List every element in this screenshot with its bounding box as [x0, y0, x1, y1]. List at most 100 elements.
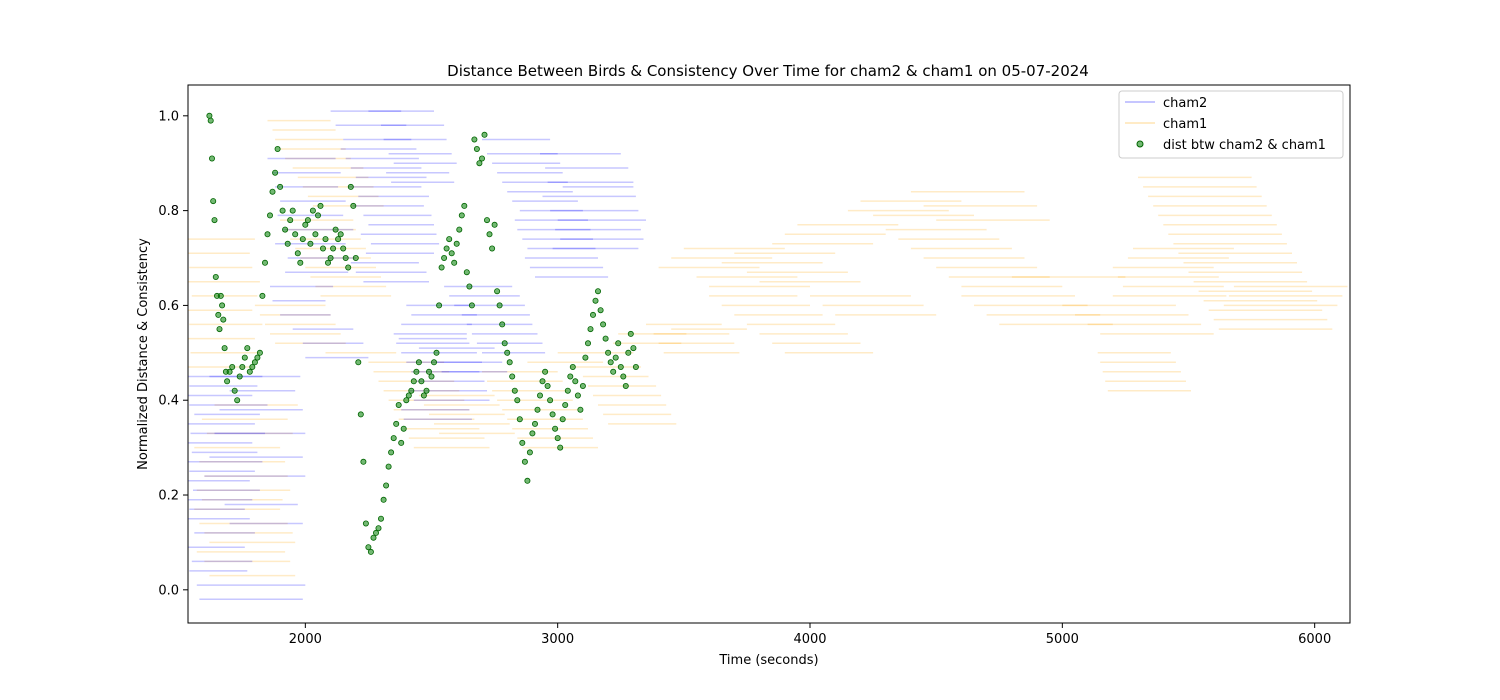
dist-point [261, 259, 268, 266]
dist-point [428, 373, 435, 380]
dist-point [610, 368, 617, 375]
dist-point [335, 236, 342, 243]
dist-point [554, 435, 561, 442]
dist-point [577, 406, 584, 413]
dist-point [436, 302, 443, 309]
series-cham2 [188, 110, 646, 601]
dist-point [562, 401, 569, 408]
dist-point [511, 387, 518, 394]
y-tick-label: 0.6 [158, 299, 179, 314]
dist-point [403, 397, 410, 404]
dist-point [220, 316, 227, 323]
dist-point [304, 217, 311, 224]
y-tick-label: 1.0 [158, 109, 179, 124]
y-tick-label: 0.0 [158, 583, 179, 598]
dist-point [246, 368, 253, 375]
dist-point [309, 207, 316, 214]
dist-point [625, 349, 632, 356]
dist-point [622, 382, 629, 389]
dist-point [272, 169, 279, 176]
dist-point [494, 288, 501, 295]
dist-point [317, 202, 324, 209]
dist-point [327, 254, 334, 261]
dist-point [587, 326, 594, 333]
dist-point [597, 307, 604, 314]
dist-point [602, 335, 609, 342]
dist-point [572, 378, 579, 385]
dist-point [352, 254, 359, 261]
dist-point [279, 207, 286, 214]
dist-point [415, 359, 422, 366]
dist-point [256, 349, 263, 356]
dist-point [456, 226, 463, 233]
x-axis: 2000 3000 4000 5000 6000 [289, 623, 1331, 647]
dist-point [516, 416, 523, 423]
dist-point [408, 387, 415, 394]
dist-point [473, 145, 480, 152]
dist-point [491, 221, 498, 228]
dist-point [539, 378, 546, 385]
dist-point [370, 534, 377, 541]
dist-point [226, 368, 233, 375]
dist-point [234, 397, 241, 404]
dist-point [297, 259, 304, 266]
dist-point [350, 202, 357, 209]
dist-point [307, 240, 314, 247]
dist-point [390, 435, 397, 442]
dist-point [377, 515, 384, 522]
dist-point [229, 363, 236, 370]
y-tick-label: 0.2 [158, 489, 179, 504]
y-tick-label: 0.4 [158, 394, 179, 409]
y-axis: 0.0 0.2 0.4 0.6 0.8 1.0 [158, 109, 188, 598]
dist-point [466, 283, 473, 290]
dist-point [332, 226, 339, 233]
dist-point [443, 245, 450, 252]
dist-point [547, 397, 554, 404]
series-cham1 [188, 119, 1348, 577]
dist-point [224, 378, 231, 385]
dist-point [569, 363, 576, 370]
x-tick-label: 5000 [1046, 632, 1079, 647]
dist-point [489, 245, 496, 252]
dist-point [544, 382, 551, 389]
dist-point [526, 449, 533, 456]
dist-point [259, 292, 266, 299]
dist-point [277, 183, 284, 190]
dist-point [451, 259, 458, 266]
dist-point [393, 420, 400, 427]
x-tick-label: 4000 [793, 632, 826, 647]
dist-point [405, 392, 412, 399]
dist-point [251, 359, 258, 366]
dist-point [592, 297, 599, 304]
dist-point [383, 482, 390, 489]
dist-point [266, 212, 273, 219]
dist-point [206, 112, 213, 119]
dist-point [231, 387, 238, 394]
dist-point [239, 363, 246, 370]
dist-point [567, 373, 574, 380]
dist-point [337, 231, 344, 238]
dist-point [483, 217, 490, 224]
dist-point [400, 425, 407, 432]
dist-point [365, 544, 372, 551]
dist-point [282, 226, 289, 233]
dist-point [372, 529, 379, 536]
x-tick-label: 2000 [289, 632, 322, 647]
legend-dist-swatch [1136, 140, 1144, 148]
legend-box [1118, 90, 1344, 159]
dist-point [322, 236, 329, 243]
dist-point [418, 378, 425, 385]
dist-point [585, 340, 592, 347]
dist-point [375, 525, 382, 532]
dist-point [564, 387, 571, 394]
dist-point [453, 240, 460, 247]
legend-cham2-label: cham2 [1163, 96, 1207, 111]
legend: cham2 cham1 dist btw cham2 & cham1 [1118, 90, 1344, 159]
dist-point [600, 321, 607, 328]
dist-point [486, 231, 493, 238]
dist-point [357, 411, 364, 418]
dist-point [579, 382, 586, 389]
dist-point [499, 321, 506, 328]
dist-point [395, 401, 402, 408]
dist-point [574, 392, 581, 399]
